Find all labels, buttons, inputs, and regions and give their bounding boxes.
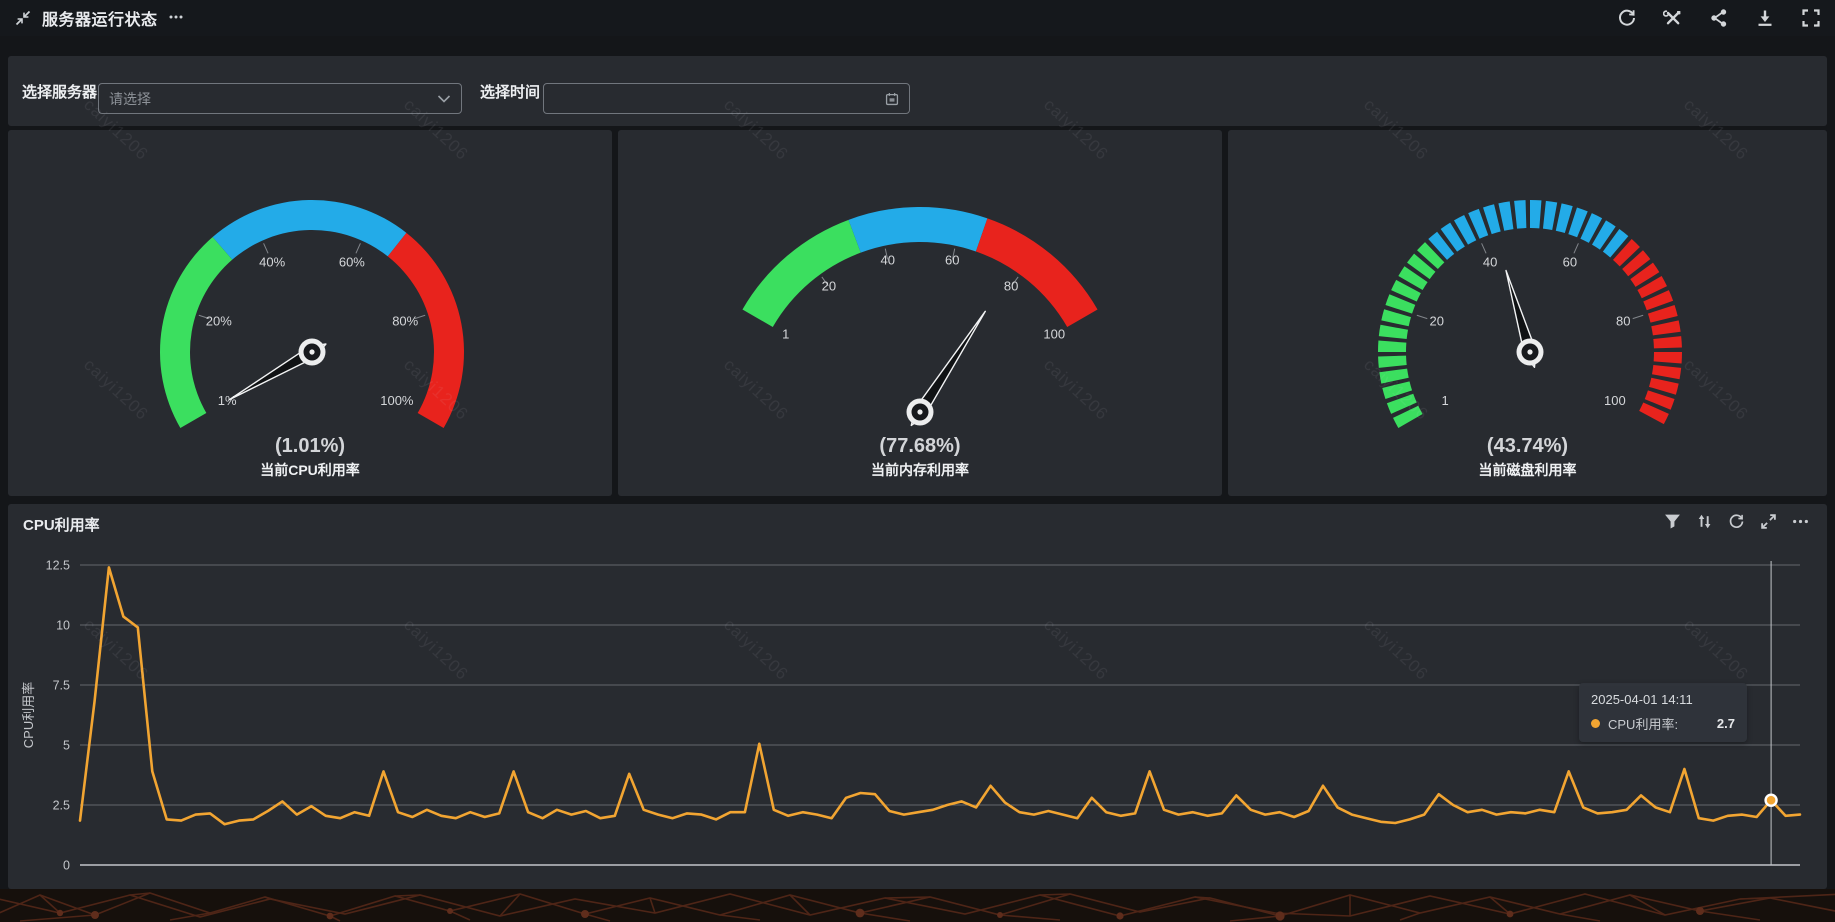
- sort-vertical-icon[interactable]: [1696, 513, 1713, 530]
- fullscreen-icon[interactable]: [1801, 8, 1821, 28]
- svg-text:7.5: 7.5: [53, 679, 70, 693]
- page-title: 服务器运行状态: [42, 12, 158, 29]
- memory-gauge-value: (77.68%): [879, 435, 961, 457]
- svg-text:20: 20: [1430, 314, 1444, 329]
- server-select-placeholder: 请选择: [109, 90, 151, 107]
- svg-text:100: 100: [1604, 393, 1626, 408]
- series-dot-icon: [1591, 719, 1600, 728]
- chart-tooltip: 2025-04-01 14:11 CPU利用率: 2.7: [1579, 683, 1747, 742]
- share-icon[interactable]: [1709, 8, 1729, 28]
- svg-text:40: 40: [1483, 254, 1497, 269]
- svg-text:80%: 80%: [392, 314, 418, 329]
- filter-icon[interactable]: [1664, 513, 1681, 530]
- server-select-label: 选择服务器: [22, 83, 98, 101]
- svg-text:12.5: 12.5: [46, 559, 70, 573]
- download-icon[interactable]: [1755, 8, 1775, 28]
- svg-text:1: 1: [782, 327, 789, 342]
- chart-title: CPU利用率: [23, 517, 100, 534]
- cpu-gauge: 1% 20% 40% 60% 80% 100%: [159, 200, 465, 428]
- tools-icon[interactable]: [1663, 8, 1683, 28]
- disk-gauge-panel: 1 20 40 60 80 100 (43.74%) 当前磁盘利用率: [1228, 130, 1827, 496]
- tooltip-series-name: CPU利用率:: [1608, 717, 1679, 732]
- cpu-gauge-value: (1.01%): [274, 435, 346, 457]
- refresh-icon[interactable]: [1728, 513, 1745, 530]
- svg-text:60: 60: [1563, 254, 1577, 269]
- tooltip-timestamp: 2025-04-01 14:11: [1591, 692, 1693, 707]
- svg-text:20: 20: [822, 279, 836, 294]
- cpu-utilization-plot[interactable]: 0 2.5 5 7.5 10 12.5 CPU利用率: [8, 504, 1827, 889]
- refresh-icon[interactable]: [1617, 8, 1637, 28]
- memory-gauge: 1 20 40 60 80 100: [742, 206, 1098, 427]
- filter-panel: 选择服务器 请选择 选择时间: [8, 56, 1827, 126]
- calendar-icon[interactable]: [885, 92, 899, 106]
- svg-text:80: 80: [1004, 279, 1018, 294]
- header-actions: [1617, 8, 1821, 28]
- title-more-icon[interactable]: [168, 8, 184, 29]
- chevron-down-icon: [437, 92, 451, 106]
- cpu-gauge-caption: 当前CPU利用率: [260, 462, 360, 478]
- svg-text:CPU利用率: CPU利用率: [21, 682, 36, 748]
- svg-text:60%: 60%: [339, 254, 365, 269]
- svg-text:40%: 40%: [259, 254, 285, 269]
- svg-text:1%: 1%: [218, 393, 237, 408]
- memory-gauge-caption: 当前内存利用率: [871, 462, 969, 478]
- svg-text:80: 80: [1616, 314, 1630, 329]
- svg-text:20%: 20%: [206, 314, 232, 329]
- svg-text:1: 1: [1442, 393, 1449, 408]
- chart-toolbar: [1664, 513, 1809, 530]
- compress-arrows-icon[interactable]: [14, 9, 32, 27]
- more-icon[interactable]: [1792, 513, 1809, 530]
- svg-text:40: 40: [881, 252, 895, 267]
- disk-gauge-caption: 当前磁盘利用率: [1478, 462, 1577, 478]
- svg-text:10: 10: [56, 619, 70, 633]
- svg-text:0: 0: [63, 859, 70, 873]
- memory-gauge-panel: 1 20 40 60 80 100 (77.68%) 当前内存利用率: [618, 130, 1222, 496]
- svg-text:5: 5: [63, 739, 70, 753]
- disk-gauge-value: (43.74%): [1486, 435, 1569, 457]
- cpu-line-chart-panel: CPU利用率: [8, 504, 1827, 889]
- time-picker-label: 选择时间: [480, 83, 541, 101]
- svg-text:100: 100: [1043, 327, 1065, 342]
- time-picker-input[interactable]: [543, 83, 910, 114]
- background-network-art: [0, 889, 1835, 922]
- disk-gauge: 1 20 40 60 80 100: [1378, 200, 1682, 428]
- cpu-gauge-panel: 1% 20% 40% 60% 80% 100% (1.01%) 当前CPU利用率: [8, 130, 612, 496]
- expand-icon[interactable]: [1760, 513, 1777, 530]
- server-select[interactable]: 请选择: [98, 83, 462, 114]
- top-header-bar: 服务器运行状态: [0, 0, 1835, 36]
- svg-text:2.5: 2.5: [53, 799, 70, 813]
- chart-header: CPU利用率: [8, 504, 1827, 540]
- svg-text:100%: 100%: [380, 393, 414, 408]
- svg-text:60: 60: [945, 252, 959, 267]
- tooltip-series-value: 2.7: [1716, 716, 1735, 731]
